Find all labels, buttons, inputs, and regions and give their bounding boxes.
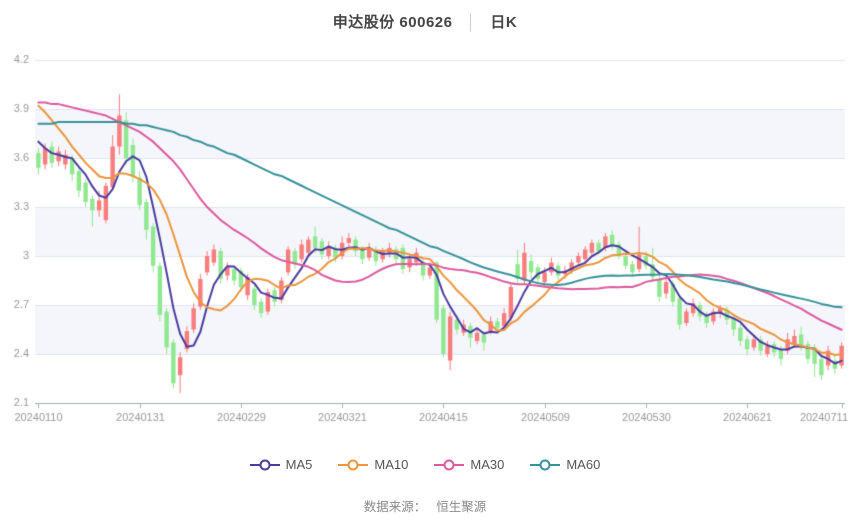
ma5-legend-icon bbox=[249, 459, 280, 470]
kline-chart-canvas[interactable] bbox=[0, 0, 850, 430]
legend-label-ma5: MA5 bbox=[285, 457, 313, 472]
legend-item-ma60[interactable]: MA60 bbox=[530, 457, 600, 472]
data-source-label: 数据来源： bbox=[363, 500, 427, 514]
ma60-legend-icon bbox=[530, 459, 561, 470]
data-source-note: 数据来源： 恒生聚源 bbox=[0, 496, 850, 515]
legend-item-ma30[interactable]: MA30 bbox=[434, 457, 504, 472]
legend-item-ma10[interactable]: MA10 bbox=[338, 457, 408, 472]
data-source-value: 恒生聚源 bbox=[436, 500, 487, 514]
chart-legend: MA5 MA10 MA30 MA60 bbox=[0, 457, 850, 472]
ma10-legend-icon bbox=[338, 459, 369, 470]
ma30-legend-icon bbox=[434, 459, 465, 470]
legend-item-ma5[interactable]: MA5 bbox=[249, 457, 313, 472]
legend-label-ma30: MA30 bbox=[470, 457, 505, 472]
legend-label-ma60: MA60 bbox=[566, 457, 601, 472]
legend-label-ma10: MA10 bbox=[374, 457, 409, 472]
